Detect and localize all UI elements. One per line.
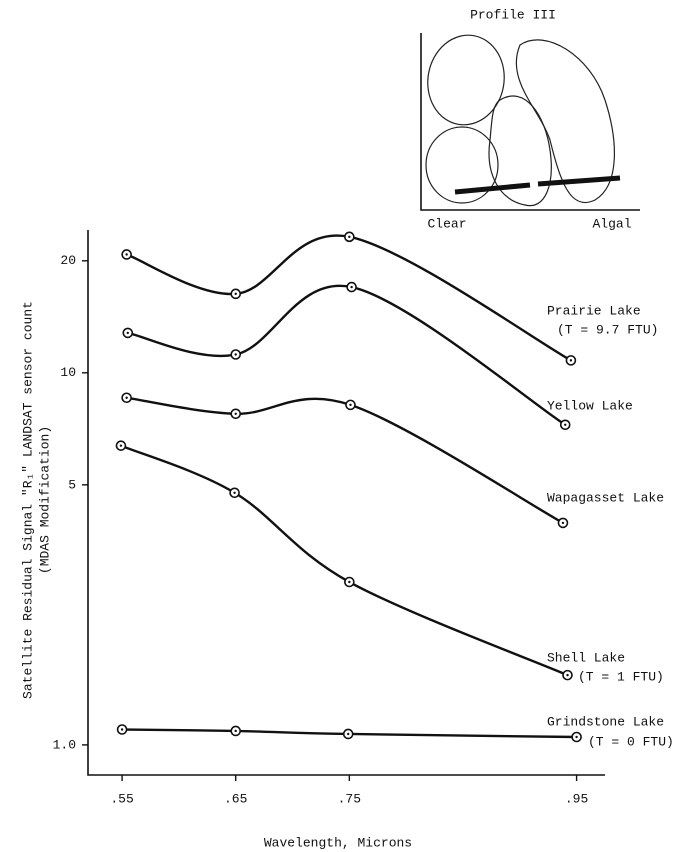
series-label: Prairie Lake [547,303,641,318]
point-dot [126,331,129,335]
point-dot [125,253,128,256]
point-dot [233,491,236,494]
inset-left-label: Clear [427,216,466,231]
y-tick-label: 20 [60,253,76,268]
series-line [120,444,568,677]
inset-profile-line [454,175,621,195]
point-dot [234,729,237,733]
inset-shape [515,39,616,203]
point-dot [119,444,123,447]
point-dot [348,580,351,584]
y-tick-label: 10 [60,365,76,380]
series-line [127,284,566,426]
series-note: (T = 9.7 FTU) [557,322,658,337]
inset-shape [427,34,505,126]
inset-title: Profile III [470,7,556,22]
point-dot [125,396,128,399]
x-tick-label: .75 [338,791,361,806]
series-line [126,234,572,362]
series-label: Shell Lake [547,650,625,665]
point-dot [569,359,573,362]
point-dot [234,353,237,356]
x-axis-label: Wavelength, Microns [264,835,412,850]
inset-shape [488,95,552,207]
point-dot [348,235,351,239]
x-tick-label: .55 [110,791,133,806]
point-dot [566,673,569,677]
point-dot [575,735,578,739]
y-tick-label: 1.0 [53,737,76,752]
point-dot [561,521,565,525]
point-dot [564,423,567,426]
inset-right-label: Algal [592,216,631,231]
point-dot [234,412,237,415]
series-line [122,728,577,739]
inset-axes [420,33,640,211]
series-label: Wapagasset Lake [547,490,664,505]
x-tick-label: .65 [224,791,247,806]
axes [87,230,605,776]
inset-shape [425,126,499,204]
series-label: Yellow Lake [547,398,633,413]
y-tick-label: 5 [68,477,76,492]
y-axis-label: Satellite Residual Signal "R₁" LANDSAT s… [20,301,35,699]
point-dot [349,403,352,407]
inset: Profile III Clear Algal [420,7,640,231]
point-dot [234,292,237,296]
series-note: (T = 1 FTU) [578,669,664,684]
series-note: (T = 0 FTU) [588,734,674,749]
series-label: Grindstone Lake [547,714,664,729]
point-dot [350,285,353,289]
series-line [126,396,564,524]
point-dot [347,732,350,736]
point-dot [120,728,124,731]
y-axis-label: (MDAS Modification) [37,426,52,574]
x-tick-label: .95 [565,791,588,806]
